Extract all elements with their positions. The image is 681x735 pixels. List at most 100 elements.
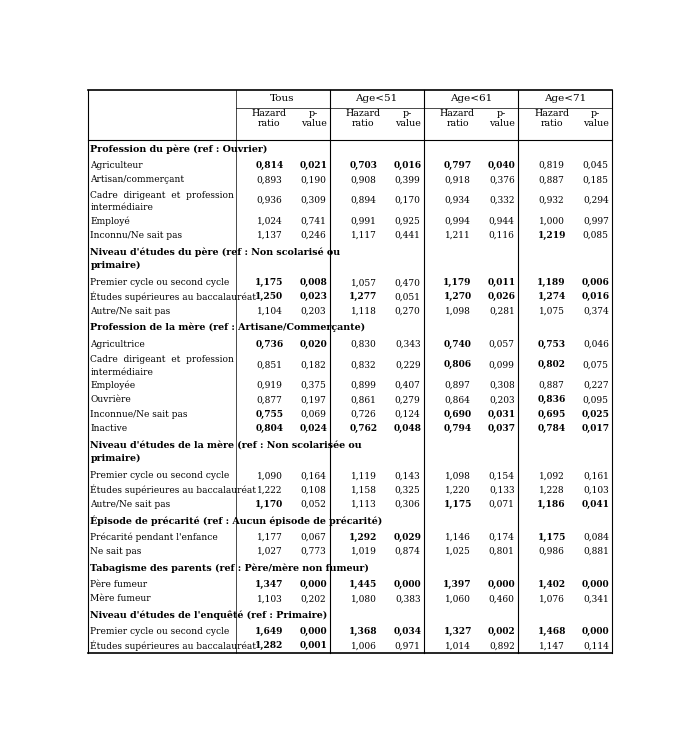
Text: 1,117: 1,117 <box>351 231 377 240</box>
Text: 0,797: 0,797 <box>443 161 472 170</box>
Text: 1,090: 1,090 <box>257 471 283 480</box>
Text: Niveau d'études de la mère (ref : Non scolarisée ou: Niveau d'études de la mère (ref : Non sc… <box>91 441 362 450</box>
Text: 1,024: 1,024 <box>257 217 283 226</box>
Text: 0,008: 0,008 <box>300 278 328 287</box>
Text: 1,170: 1,170 <box>255 500 283 509</box>
Text: 0,170: 0,170 <box>395 196 421 205</box>
Text: Profession de la mère (ref : Artisane/Commerçante): Profession de la mère (ref : Artisane/Co… <box>91 323 366 332</box>
Text: 1,057: 1,057 <box>351 278 377 287</box>
Text: 0,376: 0,376 <box>489 175 515 184</box>
Text: 0,048: 0,048 <box>394 424 422 433</box>
Text: 1,175: 1,175 <box>255 278 283 287</box>
Text: 0,000: 0,000 <box>300 627 328 636</box>
Text: 1,014: 1,014 <box>445 642 471 650</box>
Text: 0,067: 0,067 <box>301 533 327 542</box>
Text: 0,024: 0,024 <box>300 424 328 433</box>
Text: Premier cycle ou second cycle: Premier cycle ou second cycle <box>91 278 229 287</box>
Text: 0,040: 0,040 <box>488 161 516 170</box>
Text: 0,017: 0,017 <box>582 424 610 433</box>
Text: 1,179: 1,179 <box>443 278 472 287</box>
Text: 0,051: 0,051 <box>395 293 421 301</box>
Text: primaire): primaire) <box>91 260 141 270</box>
Text: 0,174: 0,174 <box>489 533 515 542</box>
Text: 0,755: 0,755 <box>255 409 283 419</box>
Text: 0,308: 0,308 <box>489 381 515 390</box>
Text: p-
value: p- value <box>489 109 515 128</box>
Text: 1,402: 1,402 <box>537 580 566 589</box>
Text: 1,175: 1,175 <box>443 500 472 509</box>
Text: 1,222: 1,222 <box>257 486 282 495</box>
Text: 0,185: 0,185 <box>583 175 609 184</box>
Text: 0,006: 0,006 <box>582 278 609 287</box>
Text: 0,971: 0,971 <box>395 642 421 650</box>
Text: 0,819: 0,819 <box>539 161 565 170</box>
Text: 0,203: 0,203 <box>301 306 326 316</box>
Text: 0,164: 0,164 <box>301 471 327 480</box>
Text: Niveau d'études du père (ref : Non scolarisé ou: Niveau d'études du père (ref : Non scola… <box>91 248 340 257</box>
Text: 1,118: 1,118 <box>351 306 377 316</box>
Text: 0,046: 0,046 <box>583 340 609 348</box>
Text: 1,397: 1,397 <box>443 580 472 589</box>
Text: primaire): primaire) <box>91 453 141 462</box>
Text: 0,124: 0,124 <box>395 409 421 419</box>
Text: 0,023: 0,023 <box>300 293 328 301</box>
Text: 0,182: 0,182 <box>301 360 326 370</box>
Text: Études supérieures au baccalauréat: Études supérieures au baccalauréat <box>91 641 257 651</box>
Text: 0,814: 0,814 <box>255 161 283 170</box>
Text: 1,060: 1,060 <box>445 594 471 603</box>
Text: 0,116: 0,116 <box>489 231 515 240</box>
Text: 1,098: 1,098 <box>445 306 471 316</box>
Text: 0,703: 0,703 <box>349 161 377 170</box>
Text: 0,057: 0,057 <box>489 340 515 348</box>
Text: 0,197: 0,197 <box>301 395 327 404</box>
Text: 1,270: 1,270 <box>443 293 472 301</box>
Text: 0,726: 0,726 <box>351 409 377 419</box>
Text: Mère fumeur: Mère fumeur <box>91 594 151 603</box>
Text: 0,052: 0,052 <box>301 500 327 509</box>
Text: Premier cycle ou second cycle: Premier cycle ou second cycle <box>91 627 229 636</box>
Text: 1,220: 1,220 <box>445 486 471 495</box>
Text: 1,250: 1,250 <box>255 293 283 301</box>
Text: Inactive: Inactive <box>91 424 127 433</box>
Text: 0,000: 0,000 <box>488 580 516 589</box>
Text: Hazard
ratio: Hazard ratio <box>440 109 475 128</box>
Text: 0,986: 0,986 <box>539 547 565 556</box>
Text: 0,026: 0,026 <box>488 293 516 301</box>
Text: Age<61: Age<61 <box>449 95 492 104</box>
Text: 0,441: 0,441 <box>395 231 421 240</box>
Text: 1,092: 1,092 <box>539 471 565 480</box>
Text: 1,019: 1,019 <box>351 547 377 556</box>
Text: 1,025: 1,025 <box>445 547 471 556</box>
Text: 0,864: 0,864 <box>445 395 471 404</box>
Text: Inconnu/Ne sait pas: Inconnu/Ne sait pas <box>91 231 183 240</box>
Text: Cadre  dirigeant  et  profession: Cadre dirigeant et profession <box>91 355 234 365</box>
Text: 0,991: 0,991 <box>351 217 377 226</box>
Text: 1,175: 1,175 <box>537 533 566 542</box>
Text: 0,802: 0,802 <box>537 360 566 370</box>
Text: 0,045: 0,045 <box>583 161 609 170</box>
Text: 0,099: 0,099 <box>489 360 515 370</box>
Text: 1,445: 1,445 <box>349 580 377 589</box>
Text: 0,075: 0,075 <box>583 360 609 370</box>
Text: 0,936: 0,936 <box>257 196 283 205</box>
Text: 0,229: 0,229 <box>395 360 420 370</box>
Text: Études supérieures au baccalauréat: Études supérieures au baccalauréat <box>91 485 257 495</box>
Text: p-
value: p- value <box>583 109 609 128</box>
Text: 0,000: 0,000 <box>394 580 422 589</box>
Text: 0,897: 0,897 <box>445 381 471 390</box>
Text: 0,203: 0,203 <box>489 395 515 404</box>
Text: 0,877: 0,877 <box>257 395 283 404</box>
Text: 0,016: 0,016 <box>582 293 610 301</box>
Text: 0,806: 0,806 <box>443 360 472 370</box>
Text: 0,343: 0,343 <box>395 340 420 348</box>
Text: 0,861: 0,861 <box>351 395 377 404</box>
Text: Autre/Ne sait pas: Autre/Ne sait pas <box>91 306 171 316</box>
Text: 0,804: 0,804 <box>255 424 283 433</box>
Text: 0,069: 0,069 <box>301 409 327 419</box>
Text: 0,281: 0,281 <box>489 306 515 316</box>
Text: Artisan/commerçant: Artisan/commerçant <box>91 175 185 184</box>
Text: Employé: Employé <box>91 216 130 226</box>
Text: 0,753: 0,753 <box>537 340 566 348</box>
Text: Autre/Ne sait pas: Autre/Ne sait pas <box>91 500 171 509</box>
Text: 0,383: 0,383 <box>395 594 420 603</box>
